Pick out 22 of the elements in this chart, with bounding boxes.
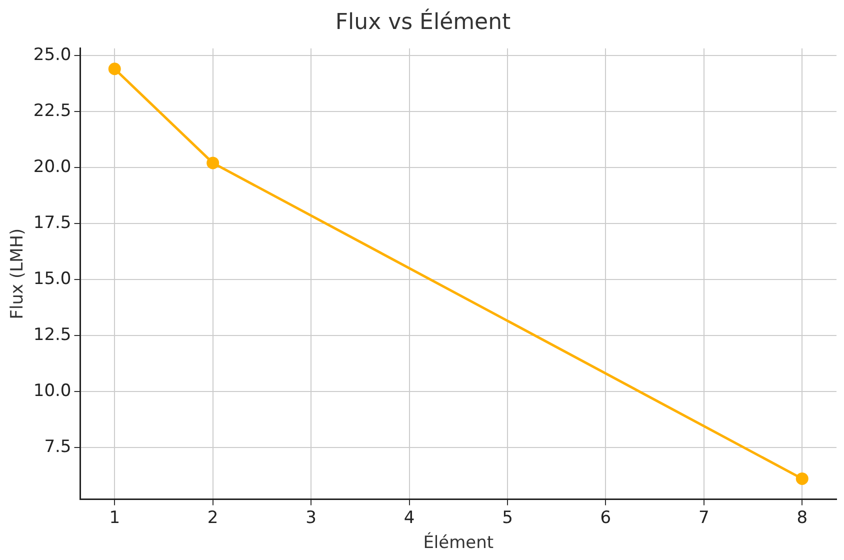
x-tick-label: 6 xyxy=(600,508,612,528)
point xyxy=(796,472,808,485)
x-tick-label: 4 xyxy=(404,508,415,528)
x-tick-label: 5 xyxy=(502,508,513,528)
y-tick-label: 22.5 xyxy=(33,100,72,121)
point xyxy=(108,62,121,76)
x-tick-label: 3 xyxy=(306,508,316,528)
chart-title: Flux vs Élément xyxy=(335,8,512,35)
y-tick-label: 25.0 xyxy=(33,44,72,65)
y-axis-title: Flux (LMH) xyxy=(8,228,28,320)
y-tick-label: 17.5 xyxy=(33,212,72,233)
x-tick-label: 1 xyxy=(109,508,120,528)
y-tick-label: 12.5 xyxy=(33,324,72,345)
y-tick-label: 20.0 xyxy=(33,156,72,177)
point xyxy=(206,156,220,170)
x-tick-label: 2 xyxy=(207,508,218,528)
y-tick-label: 7.5 xyxy=(44,436,72,457)
x-tick-label: 8 xyxy=(796,508,808,528)
x-axis-title: Élément xyxy=(423,532,494,554)
x-tick-label: 7 xyxy=(698,508,710,528)
y-tick-label: 15.0 xyxy=(33,268,72,289)
y-tick-label: 10.0 xyxy=(33,380,72,401)
